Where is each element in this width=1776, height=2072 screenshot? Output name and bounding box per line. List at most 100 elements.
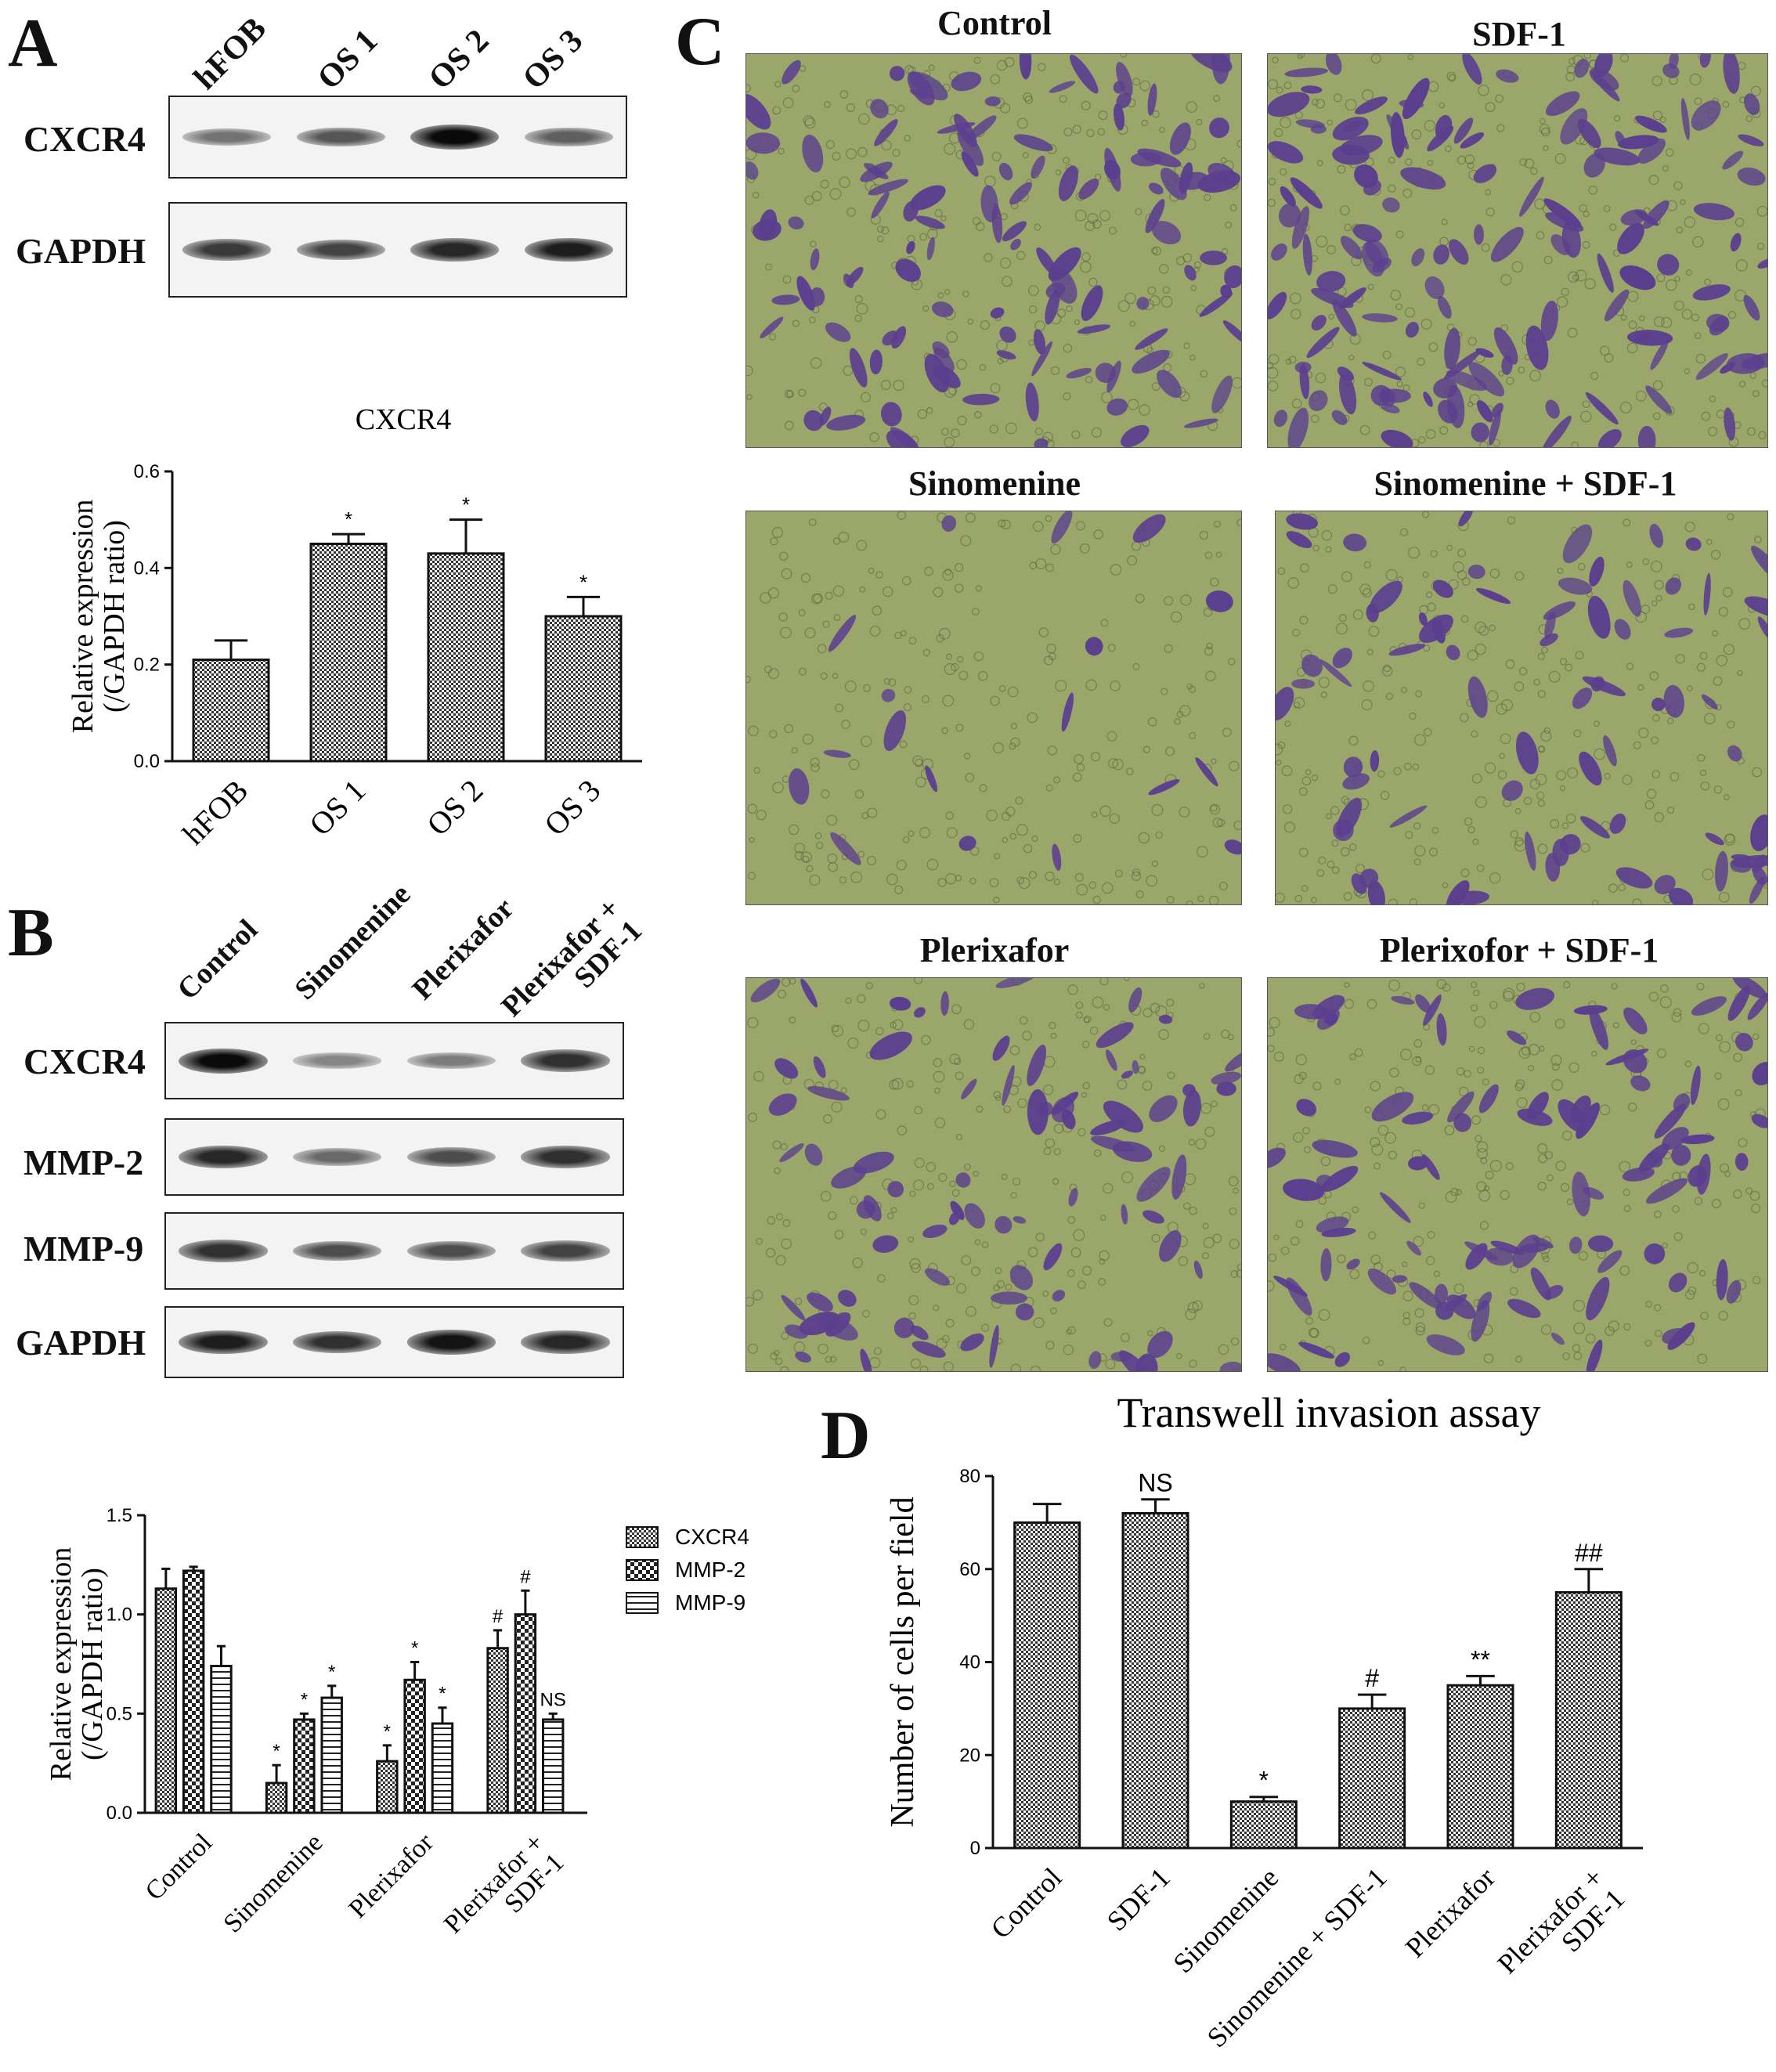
pore: [1709, 395, 1716, 402]
pore: [975, 585, 982, 592]
pore: [1676, 226, 1684, 233]
invaded-cell: [1744, 596, 1767, 618]
invaded-cell: [911, 1325, 929, 1341]
pore: [1065, 305, 1073, 312]
pore: [1505, 1162, 1514, 1171]
pore: [1500, 698, 1514, 711]
invaded-cell: [1378, 388, 1411, 403]
invaded-cell: [1458, 511, 1474, 527]
invaded-cell: [1359, 868, 1379, 888]
invaded-cell: [759, 209, 778, 241]
invaded-cell: [1132, 1059, 1139, 1074]
invaded-cell: [1541, 415, 1572, 447]
pore: [913, 978, 923, 984]
pore: [1568, 57, 1576, 65]
pore: [1514, 571, 1525, 581]
pore: [1478, 626, 1489, 636]
pore: [1623, 1323, 1631, 1331]
invaded-cell: [1337, 366, 1354, 381]
pore: [945, 873, 957, 885]
pore: [1752, 390, 1760, 397]
pore: [928, 64, 935, 71]
pore: [1579, 204, 1587, 213]
pore: [1010, 1192, 1017, 1199]
invaded-cell: [1025, 382, 1039, 422]
pore: [1475, 1135, 1482, 1142]
pore: [746, 1296, 755, 1307]
pore: [1072, 125, 1081, 134]
pore: [1045, 1138, 1056, 1149]
invaded-cell: [1585, 392, 1619, 425]
significance-label: NS: [1138, 1469, 1172, 1497]
blot-band: [521, 1049, 610, 1072]
invaded-cell: [1590, 676, 1605, 692]
pore: [1503, 991, 1514, 1002]
micrograph-title: Sinomenine + SDF-1: [1374, 464, 1677, 503]
pore: [1053, 879, 1060, 886]
pore: [1467, 826, 1475, 834]
invaded-cell: [1391, 995, 1415, 1005]
pore: [1652, 380, 1663, 391]
pore: [1108, 758, 1119, 769]
invaded-cell: [1617, 222, 1644, 254]
pore: [1320, 1156, 1331, 1167]
blot-a-gapdh-strip: [168, 202, 627, 298]
invaded-cell: [860, 1348, 872, 1371]
invaded-cell: [955, 1172, 971, 1188]
significance-label: *: [273, 1741, 280, 1762]
pore: [1461, 577, 1471, 587]
pore: [1618, 883, 1626, 891]
pore: [1000, 257, 1012, 269]
pore: [1500, 274, 1512, 286]
pore: [746, 365, 753, 377]
invaded-cell: [1015, 1303, 1034, 1321]
pore: [977, 670, 988, 681]
invaded-cell: [1355, 96, 1388, 115]
blot-band: [406, 1240, 496, 1262]
pore: [1075, 521, 1085, 531]
blot-b-row-label: GAPDH: [16, 1323, 146, 1363]
pore: [1565, 663, 1573, 672]
pore: [1499, 753, 1506, 760]
invaded-cell: [1090, 1119, 1127, 1136]
invaded-cell: [1405, 321, 1419, 338]
bar: [210, 1665, 233, 1814]
pore: [1655, 594, 1662, 601]
pore: [1302, 1127, 1310, 1135]
invaded-cell: [1662, 63, 1680, 78]
pore: [857, 146, 868, 157]
pore: [777, 989, 786, 998]
invaded-cell: [864, 163, 889, 179]
pore: [1568, 271, 1579, 283]
pore: [1411, 129, 1422, 140]
invaded-cell: [1650, 339, 1669, 370]
pore: [1421, 511, 1430, 518]
invaded-cell: [1406, 1240, 1422, 1256]
pore: [1575, 651, 1584, 660]
pore: [1366, 648, 1374, 655]
pore: [1368, 1231, 1377, 1240]
invaded-cell: [1268, 1353, 1301, 1371]
pore: [824, 101, 831, 108]
micrograph-title: Sinomenine: [908, 464, 1081, 503]
pore: [1338, 614, 1347, 623]
invaded-cell: [1103, 1100, 1143, 1133]
pore: [993, 1091, 1002, 1099]
pore: [1681, 309, 1693, 319]
invaded-cell: [1298, 1341, 1335, 1359]
pore: [1327, 861, 1335, 868]
pore: [1304, 1146, 1312, 1153]
pore: [1142, 1008, 1153, 1018]
invaded-cell: [925, 1268, 950, 1286]
pore: [1687, 685, 1693, 691]
invaded-cell: [1637, 425, 1656, 447]
invaded-cell: [750, 978, 781, 1003]
invaded-cell: [1066, 367, 1092, 379]
pore: [1425, 429, 1436, 439]
pore: [868, 567, 875, 574]
invaded-cell: [1193, 1260, 1203, 1280]
pore: [810, 757, 820, 767]
pore: [951, 1004, 962, 1015]
pore: [1045, 1341, 1055, 1350]
pore: [857, 994, 866, 1004]
